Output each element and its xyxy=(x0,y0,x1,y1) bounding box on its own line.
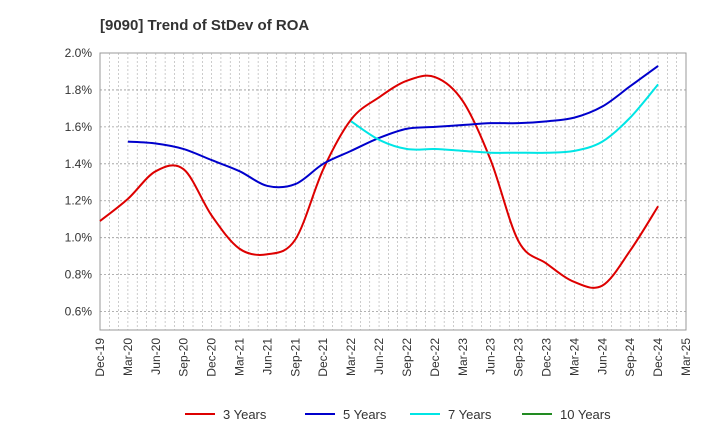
x-tick-label: Sep-21 xyxy=(288,338,302,377)
x-tick-label: Dec-19 xyxy=(93,338,107,377)
y-tick-label: 0.8% xyxy=(65,268,93,282)
legend-label-2: 5 Years xyxy=(343,407,387,422)
x-tick-label: Jun-24 xyxy=(595,338,609,375)
legend-label-1: 3 Years xyxy=(223,407,267,422)
plot-frame xyxy=(99,52,687,331)
legend: 3 Years 5 Years 7 Years 10 Years xyxy=(185,407,611,422)
series-lines xyxy=(99,65,659,289)
y-tick-label: 1.2% xyxy=(65,194,93,208)
x-tick-label: Dec-24 xyxy=(651,338,665,377)
y-axis: 0.6% 0.8% 1.0% 1.2% 1.4% 1.6% 1.8% 2.0% xyxy=(65,46,93,319)
legend-label-4: 10 Years xyxy=(560,407,611,422)
series-line-1 xyxy=(99,74,659,289)
series-line-2 xyxy=(127,65,659,189)
x-tick-label: Jun-22 xyxy=(372,338,386,375)
x-tick-label: Mar-23 xyxy=(456,338,470,376)
x-axis: Dec-19 Mar-20 Jun-20 Sep-20 Dec-20 Mar-21 Jun-… xyxy=(93,338,693,377)
plot-area xyxy=(99,52,687,331)
series-line-3 xyxy=(350,83,659,154)
y-tick-label: 0.6% xyxy=(65,305,93,319)
y-tick-label: 1.4% xyxy=(65,157,93,171)
x-tick-label: Dec-20 xyxy=(205,338,219,377)
x-tick-label: Jun-20 xyxy=(149,338,163,375)
y-tick-label: 1.6% xyxy=(65,120,93,134)
x-tick-label: Jun-21 xyxy=(260,338,274,375)
x-tick-label: Mar-22 xyxy=(344,338,358,376)
x-tick-label: Sep-20 xyxy=(177,338,191,377)
y-tick-label: 1.8% xyxy=(65,83,93,97)
gridlines xyxy=(100,52,686,330)
x-tick-label: Dec-21 xyxy=(316,338,330,377)
x-tick-label: Sep-22 xyxy=(400,338,414,377)
x-tick-label: Mar-20 xyxy=(121,338,135,376)
legend-label-3: 7 Years xyxy=(448,407,492,422)
x-tick-label: Dec-22 xyxy=(428,338,442,377)
x-tick-label: Sep-24 xyxy=(623,338,637,377)
chart-title: [9090] Trend of StDev of ROA xyxy=(100,17,309,34)
x-tick-label: Sep-23 xyxy=(512,338,526,377)
x-tick-label: Dec-23 xyxy=(539,338,553,377)
x-tick-label: Jun-23 xyxy=(484,338,498,375)
y-tick-label: 2.0% xyxy=(65,46,93,60)
x-tick-label: Mar-21 xyxy=(233,338,247,376)
x-tick-label: Mar-24 xyxy=(567,338,581,376)
y-tick-label: 1.0% xyxy=(65,231,93,245)
x-tick-label: Mar-25 xyxy=(679,338,693,376)
